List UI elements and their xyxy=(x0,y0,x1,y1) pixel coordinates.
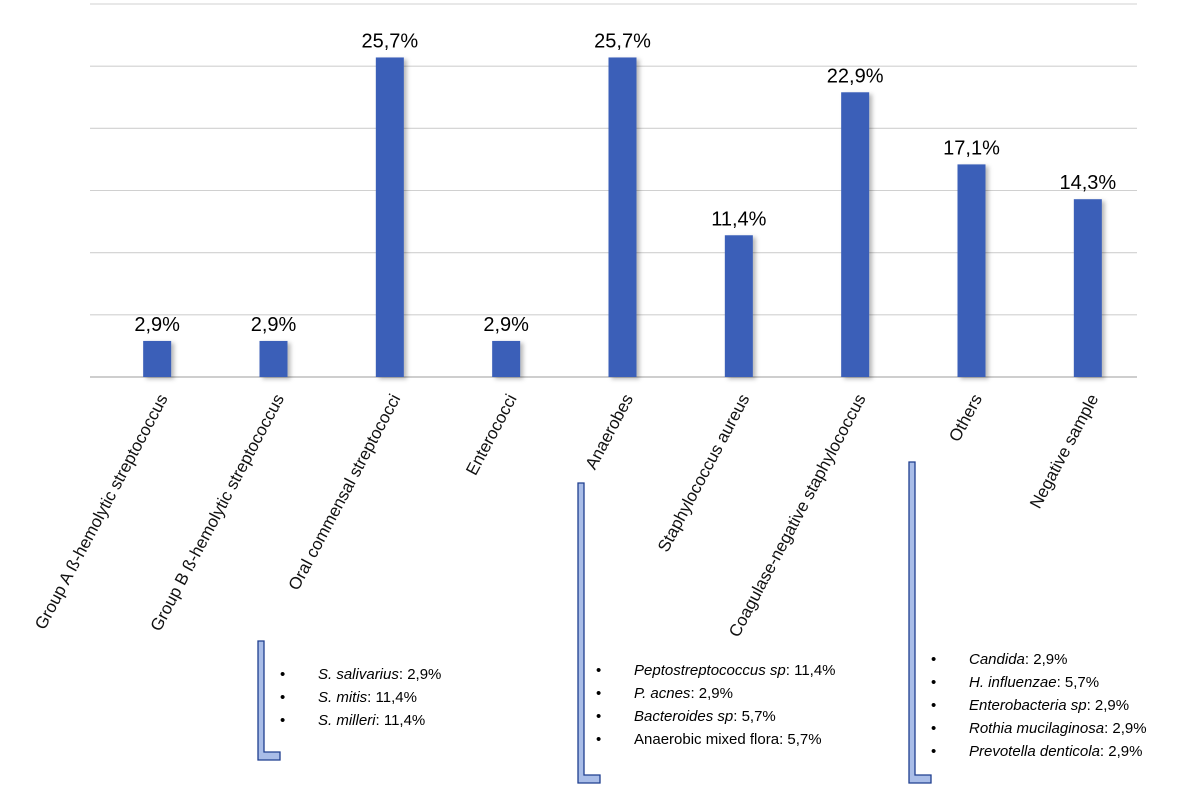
organism-percent: : 2,9% xyxy=(1099,743,1143,760)
breakdown-item: • Rothia mucilaginosa: 2,9% xyxy=(931,717,1147,740)
organism-name: S. mitis xyxy=(318,689,368,706)
data-label-oral-commensal-streptococci: 25,7% xyxy=(361,30,418,52)
bar-group-a-hemolytic-streptococcus xyxy=(143,340,172,377)
breakdown-item: • Enterobacteria sp: 2,9% xyxy=(931,694,1147,717)
organism-percent: : 2,9% xyxy=(1104,720,1147,737)
bar-anaerobes xyxy=(608,57,637,378)
bullet-icon: • xyxy=(596,708,602,725)
data-label-coagulase-negative-staphylococcus: 22,9% xyxy=(827,65,884,87)
breakdown-brackets xyxy=(257,461,932,784)
bar-others xyxy=(957,164,986,377)
organism-name: S. salivarius xyxy=(318,666,399,683)
data-label-anaerobes: 25,7% xyxy=(594,30,651,52)
organism-name: Candida xyxy=(969,651,1025,668)
organism-percent: : 2,9% xyxy=(398,666,442,683)
breakdown-item: • Candida: 2,9% xyxy=(931,648,1147,671)
organism-name: Prevotella denticola xyxy=(969,743,1100,760)
bullet-icon: • xyxy=(280,666,286,683)
breakdown-list-others: • Candida: 2,9% • H. influenzae: 5,7% • Enter… xyxy=(931,648,1147,763)
organism-name: Peptostreptococcus sp xyxy=(634,662,786,679)
organism-percent: : 11,4% xyxy=(375,712,426,729)
bracket-oral-commensal-streptococci xyxy=(257,640,281,761)
breakdown-list-anaerobes: • Peptostreptococcus sp: 11,4% • P. acnes: … xyxy=(596,659,836,751)
organism-name: Anaerobic mixed flora xyxy=(634,731,780,748)
breakdown-item: • Anaerobic mixed flora: 5,7% xyxy=(596,728,836,751)
category-label-staphylococcus-aureus: Staphylococcus aureus xyxy=(654,391,753,555)
category-label-group-a-hemolytic-streptococcus: Group A ß-hemolytic streptococcus xyxy=(31,391,172,633)
organism-percent: : 2,9% xyxy=(1086,697,1130,714)
data-label-staphylococcus-aureus: 11,4% xyxy=(711,208,766,230)
bullet-icon: • xyxy=(596,662,602,679)
breakdown-item: • H. influenzae: 5,7% xyxy=(931,671,1147,694)
organism-name: Enterobacteria sp xyxy=(969,697,1087,714)
bar-staphylococcus-aureus xyxy=(724,235,753,377)
bullet-icon: • xyxy=(931,651,937,668)
organism-percent: : 5,7% xyxy=(733,708,776,725)
bar-group-b-hemolytic-streptococcus xyxy=(259,340,288,377)
bullet-icon: • xyxy=(280,712,286,729)
bullet-icon: • xyxy=(596,685,602,702)
bullet-icon: • xyxy=(931,697,937,714)
category-label-oral-commensal-streptococci: Oral commensal streptococci xyxy=(285,391,405,593)
bullet-icon: • xyxy=(280,689,286,706)
breakdown-item: • Bacteroides sp: 5,7% xyxy=(596,705,836,728)
bullet-icon: • xyxy=(931,674,937,691)
category-label-anaerobes: Anaerobes xyxy=(582,391,637,473)
bracket-anaerobes xyxy=(577,482,601,784)
breakdown-item: • P. acnes: 2,9% xyxy=(596,682,836,705)
bar-coagulase-negative-staphylococcus xyxy=(841,92,870,377)
breakdown-item: • Peptostreptococcus sp: 11,4% xyxy=(596,659,836,682)
data-label-others: 17,1% xyxy=(943,137,1000,159)
organism-percent: : 5,7% xyxy=(1056,674,1100,691)
organism-name: Rothia mucilaginosa xyxy=(969,720,1105,737)
breakdown-list-oral-commensal: • S. salivarius: 2,9% • S. mitis: 11,4% • S. … xyxy=(280,663,441,732)
breakdown-item: • Prevotella denticola: 2,9% xyxy=(931,740,1147,763)
category-label-negative-sample: Negative sample xyxy=(1026,391,1102,512)
data-label-negative-sample: 14,3% xyxy=(1059,172,1116,194)
organism-percent: : 11,4% xyxy=(785,662,836,679)
bullet-icon: • xyxy=(596,731,602,748)
breakdown-item: • S. mitis: 11,4% xyxy=(280,686,441,709)
bar-enterococci xyxy=(492,340,521,377)
category-label-others: Others xyxy=(945,391,986,445)
organism-percent: : 11,4% xyxy=(367,689,417,706)
breakdown-item: • S. milleri: 11,4% xyxy=(280,709,441,732)
bullet-icon: • xyxy=(931,743,937,760)
organism-percent: : 2,9% xyxy=(690,685,733,702)
data-labels: 2,9% 2,9% 25,7% 2,9% 25,7% 11,4% 22,9% 17,1% 14,… xyxy=(134,30,1116,335)
category-label-coagulase-negative-staphylococcus: Coagulase-negative staphylococcus xyxy=(725,391,870,640)
data-label-group-b-hemolytic-streptococcus: 2,9% xyxy=(251,314,297,336)
organism-name: H. influenzae xyxy=(969,674,1057,691)
bar-negative-sample xyxy=(1073,199,1102,377)
category-label-enterococci: Enterococci xyxy=(462,391,520,478)
organism-percent: : 2,9% xyxy=(1024,651,1068,668)
data-label-enterococci: 2,9% xyxy=(483,314,529,336)
category-label-group-b-hemolytic-streptococcus: Group B ß-hemolytic streptococcus xyxy=(147,391,288,634)
bar-oral-commensal-streptococci xyxy=(375,57,404,378)
bullet-icon: • xyxy=(931,720,937,737)
breakdown-item: • S. salivarius: 2,9% xyxy=(280,663,441,686)
bracket-others xyxy=(908,461,932,784)
data-label-group-a-hemolytic-streptococcus: 2,9% xyxy=(134,314,180,336)
organism-name: Bacteroides sp xyxy=(634,708,734,725)
organism-name: S. milleri xyxy=(318,712,376,729)
bars xyxy=(143,57,1102,378)
organism-name: P. acnes xyxy=(634,685,691,702)
organism-percent: : 5,7% xyxy=(779,731,822,748)
